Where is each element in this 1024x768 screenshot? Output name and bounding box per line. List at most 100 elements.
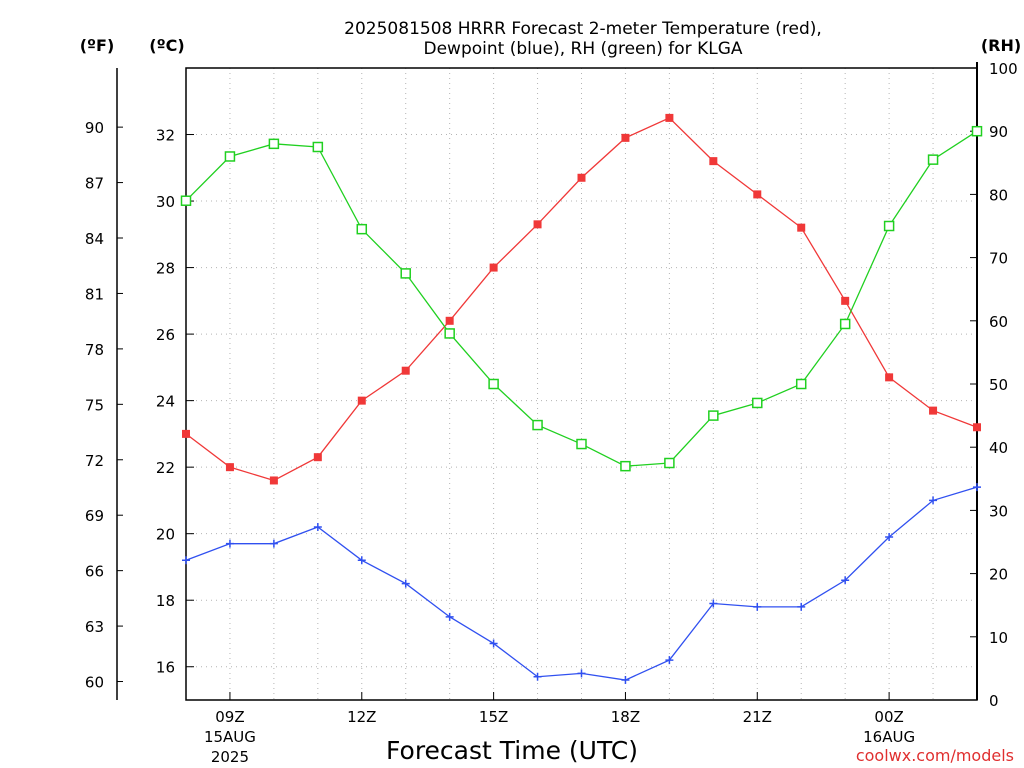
temperature-point [929,406,938,415]
rh-point [576,438,587,450]
dewpoint-point [841,576,850,585]
dewpoint-point [753,602,762,611]
temperature-point [665,113,674,122]
temperature-point [621,133,630,142]
fahrenheit-tick-label: 81 [85,285,104,303]
temperature-point [182,429,190,438]
celsius-tick-label: 30 [156,193,175,211]
rh-tick-label: 90 [989,123,1008,141]
rh-tick-label: 100 [989,60,1018,78]
fahrenheit-tick-label: 78 [85,341,104,359]
rh-point [971,125,983,137]
celsius-tick-label: 24 [156,393,175,411]
temperature-point [885,373,894,382]
dewpoint-point [621,676,630,685]
temperature-point [577,173,586,182]
rh-point [356,223,368,235]
x-tick-label: 18Z [611,708,640,726]
temperature-point [225,463,234,472]
dewpoint-point [269,539,278,548]
temperature-point [313,453,322,462]
celsius-tick-label: 28 [156,260,175,278]
dewpoint-point [401,579,410,588]
fahrenheit-tick-label: 90 [85,119,104,137]
grid-lines [186,68,977,700]
x-tick-label: 12Z [347,708,376,726]
rh-point [224,151,236,162]
rh-point [883,220,895,232]
rh-point [444,328,455,339]
dewpoint-point [313,523,322,532]
dewpoint-point [929,496,938,505]
dewpoint-point [973,483,981,492]
temperature-point [709,157,718,166]
rh-tick-label: 60 [989,313,1008,331]
tick-labels: 16 18 20 22 24 26 28 30 32 60 63 66 69 72 75 78 81 84 87 90… [85,60,1018,766]
dewpoint-point [533,672,542,681]
dewpoint-point [885,533,894,542]
x-tick-label: 00Z [874,708,903,726]
fahrenheit-tick-label: 84 [85,230,104,248]
rh-point [312,141,324,153]
rh-tick-label: 0 [989,692,999,710]
rh-tick-label: 40 [989,439,1008,457]
chart-title-line2: Dewpoint (blue), RH (green) for KLGA [424,39,743,59]
temperature-point [489,263,498,272]
rh-point [532,419,543,431]
x-axis-label: Forecast Time (UTC) [386,736,638,765]
temperature-point [269,476,278,485]
dewpoint-point [182,556,190,565]
celsius-tick-label: 20 [156,526,175,544]
x-tick-date-label: 15AUG [204,728,256,746]
fahrenheit-tick-label: 72 [85,452,104,470]
temperature-point [357,396,366,405]
dewpoint-point [797,602,806,611]
temperature-point [841,296,850,305]
fahrenheit-tick-label: 75 [85,396,104,414]
x-tick-label: 15Z [479,708,508,726]
x-tick-label: 21Z [743,708,772,726]
dewpoint-point [665,656,674,665]
rh-point [620,460,631,472]
rh-point [400,268,411,279]
rh-point [795,378,807,390]
rh-unit-label: (RH) [981,36,1021,55]
rh-point [752,397,763,409]
temperature-point [973,423,981,432]
rh-point [488,378,499,390]
fahrenheit-tick-label: 60 [85,674,104,692]
rh-tick-label: 50 [989,376,1008,394]
celsius-tick-label: 18 [156,592,175,610]
temperature-point [753,190,762,199]
rh-tick-label: 20 [989,566,1008,584]
fahrenheit-tick-label: 63 [85,618,104,636]
celsius-tick-label: 26 [156,326,175,344]
x-tick-year-label: 2025 [211,748,249,766]
celsius-tick-label: 16 [156,659,175,677]
dewpoint-point [709,599,718,608]
rh-point [664,457,675,469]
dewpoint-point [489,639,498,648]
temperature-line [185,117,978,482]
temperature-point [797,223,806,232]
rh-tick-label: 30 [989,502,1008,520]
rh-point [927,154,939,165]
axes [116,62,978,701]
celsius-unit-label: (ºC) [149,36,184,55]
x-tick-label: 09Z [215,708,244,726]
celsius-tick-label: 22 [156,459,175,477]
rh-tick-label: 70 [989,250,1008,268]
celsius-tick-label: 32 [156,127,175,145]
dewpoint-point [225,539,234,548]
dewpoint-point [357,556,366,565]
dewpoint-point [577,669,586,678]
rh-tick-label: 10 [989,629,1008,647]
rh-point [839,318,851,330]
credit-link[interactable]: coolwx.com/models [856,746,1014,765]
fahrenheit-tick-label: 69 [85,507,104,525]
dewpoint-point [445,612,454,621]
x-tick-date-label: 16AUG [863,728,915,746]
data-series [180,113,983,685]
rh-point [268,138,280,150]
